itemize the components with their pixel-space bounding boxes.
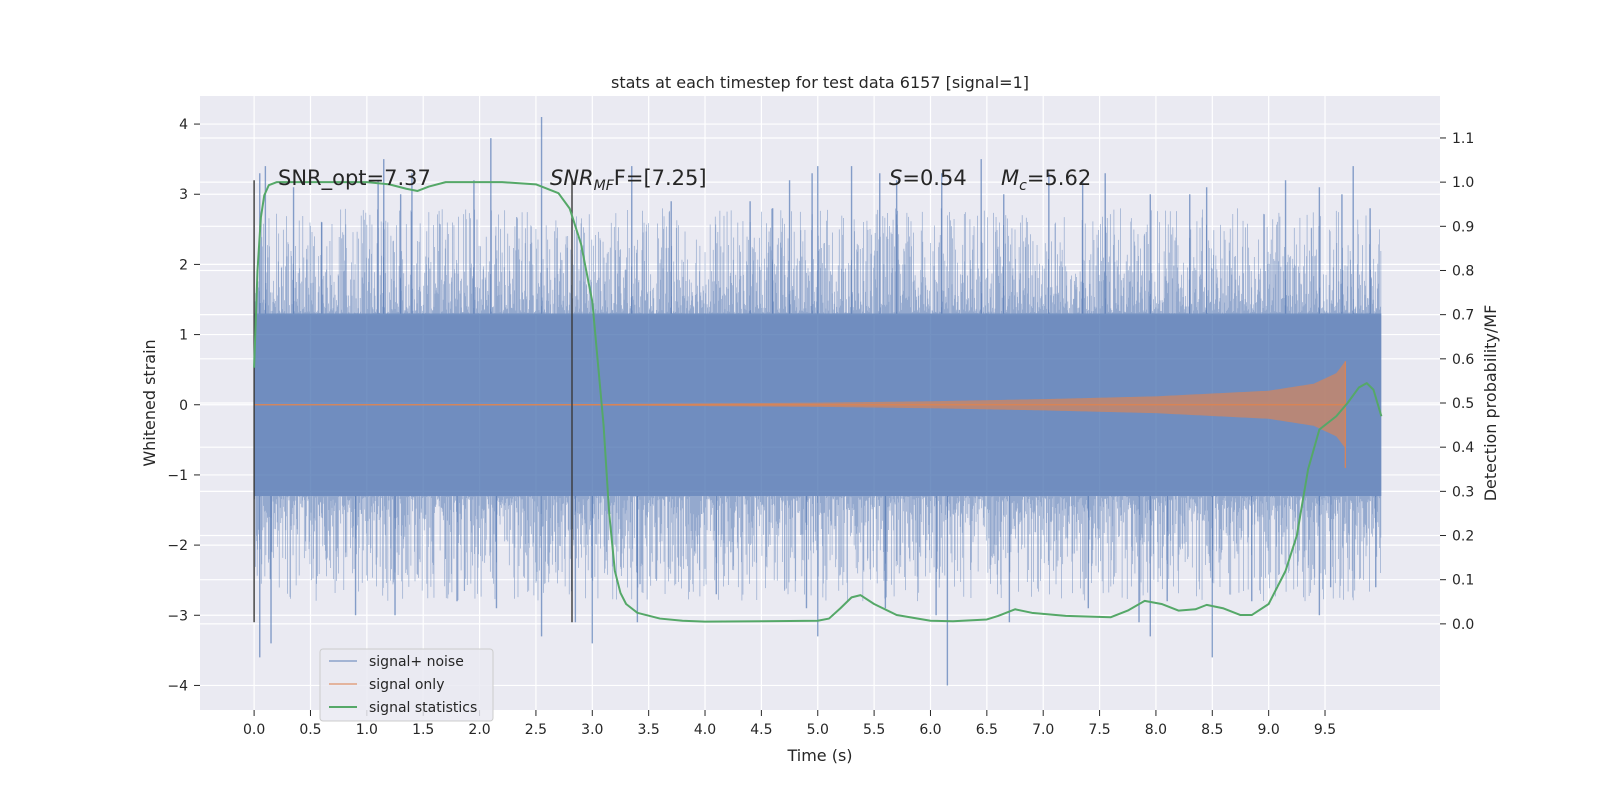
x-tick-label: 3.0 xyxy=(581,722,603,738)
legend-box xyxy=(319,648,494,722)
x-tick-label: 4.0 xyxy=(694,722,716,738)
y-right-tick-label: 0.9 xyxy=(1452,219,1474,235)
y-right-tick-label: 0.4 xyxy=(1452,440,1474,456)
annotation-s-value: =0.54 xyxy=(902,166,966,190)
y-right-axis-ticks: 1.1 1.0 0.9 0.8 0.7 0.6 0.5 0.4 0.3 0.2 0.1 0.0 xyxy=(1440,131,1474,633)
x-axis-label: Time (s) xyxy=(786,746,852,765)
y-right-tick-label: 0.8 xyxy=(1452,263,1474,279)
signal-statistics-series xyxy=(253,181,1383,623)
x-tick-label: 0.5 xyxy=(299,722,321,738)
annotation-mc-symbol: M xyxy=(1001,166,1019,190)
legend-label-signal-only: signal only xyxy=(369,677,444,693)
y-right-tick-label: 0.6 xyxy=(1452,352,1474,368)
x-tick-label: 1.0 xyxy=(356,722,378,738)
x-tick-label: 6.0 xyxy=(919,722,941,738)
annotation-s-symbol: S xyxy=(889,166,902,190)
x-tick-label: 2.0 xyxy=(468,722,490,738)
x-tick-label: 8.5 xyxy=(1201,722,1223,738)
x-tick-label: 9.0 xyxy=(1258,722,1280,738)
y-right-tick-label: 0.1 xyxy=(1452,573,1474,589)
statistics-line xyxy=(253,181,1383,623)
y-axis-ticks: 4 3 2 1 0 −1 −2 −3 −4 xyxy=(167,117,200,694)
y-right-tick-label: 0.2 xyxy=(1452,529,1474,545)
y-right-tick-label: 1.1 xyxy=(1452,131,1474,147)
x-tick-label: 1.5 xyxy=(412,722,434,738)
y-tick-label: 1 xyxy=(179,328,188,344)
annotation-snr-mf: SNRMFF=[7.25] xyxy=(550,166,707,194)
y-right-tick-label: 1.0 xyxy=(1452,175,1474,191)
y-right-tick-label: 0.5 xyxy=(1452,396,1474,412)
x-tick-label: 8.0 xyxy=(1145,722,1167,738)
annotations: SNR_opt=7.37 SNRMFF=[7.25] S=0.54 Mc=5.6… xyxy=(278,166,1091,194)
y-axis-label: Whitened strain xyxy=(140,339,159,466)
vertical-markers xyxy=(253,180,573,623)
y-tick-label: 4 xyxy=(179,117,188,133)
legend: signal+ noise signal only signal statist… xyxy=(319,648,494,722)
x-tick-label: 3.5 xyxy=(638,722,660,738)
y-tick-label: −4 xyxy=(167,678,188,694)
annotation-snr-mf-symbol: SNR xyxy=(550,166,594,190)
y-tick-label: 0 xyxy=(179,398,188,414)
x-tick-label: 7.0 xyxy=(1032,722,1054,738)
y-tick-label: −1 xyxy=(167,468,188,484)
annotation-s: S=0.54 xyxy=(889,166,967,190)
annotation-mc-value: =5.62 xyxy=(1027,166,1091,190)
annotation-snr-opt: SNR_opt=7.37 xyxy=(278,166,431,191)
y-tick-label: −3 xyxy=(167,608,188,624)
x-tick-label: 5.0 xyxy=(807,722,829,738)
y-tick-label: −2 xyxy=(167,538,188,554)
annotation-mc-subscript: c xyxy=(1019,178,1027,194)
x-tick-label: 9.5 xyxy=(1314,722,1336,738)
chart-title: stats at each timestep for test data 615… xyxy=(611,73,1029,92)
x-tick-label: 0.0 xyxy=(243,722,265,738)
annotation-mc: Mc=5.62 xyxy=(1001,166,1091,194)
x-tick-label: 5.5 xyxy=(863,722,885,738)
x-axis-ticks: 0.0 0.5 1.0 1.5 2.0 2.5 3.0 3.5 4.0 4.5 5.0 5.5 6.0 6… xyxy=(243,710,1336,738)
annotation-snr-mf-value: F=[7.25] xyxy=(614,166,707,190)
y-right-axis-label: Detection probability/MF xyxy=(1481,305,1500,502)
legend-label-signal-statistics: signal statistics xyxy=(369,700,477,716)
legend-label-signal-noise: signal+ noise xyxy=(369,654,464,670)
x-tick-label: 7.5 xyxy=(1088,722,1110,738)
y-right-tick-label: 0.3 xyxy=(1452,484,1474,500)
y-right-tick-label: 0.0 xyxy=(1452,617,1474,633)
y-right-tick-label: 0.7 xyxy=(1452,308,1474,324)
y-tick-label: 2 xyxy=(179,257,188,273)
signal-only-series xyxy=(254,361,1346,468)
x-tick-label: 2.5 xyxy=(525,722,547,738)
x-tick-label: 4.5 xyxy=(750,722,772,738)
annotation-snr-mf-subscript: MF xyxy=(594,178,615,194)
y-tick-label: 3 xyxy=(179,187,188,203)
x-tick-label: 6.5 xyxy=(976,722,998,738)
